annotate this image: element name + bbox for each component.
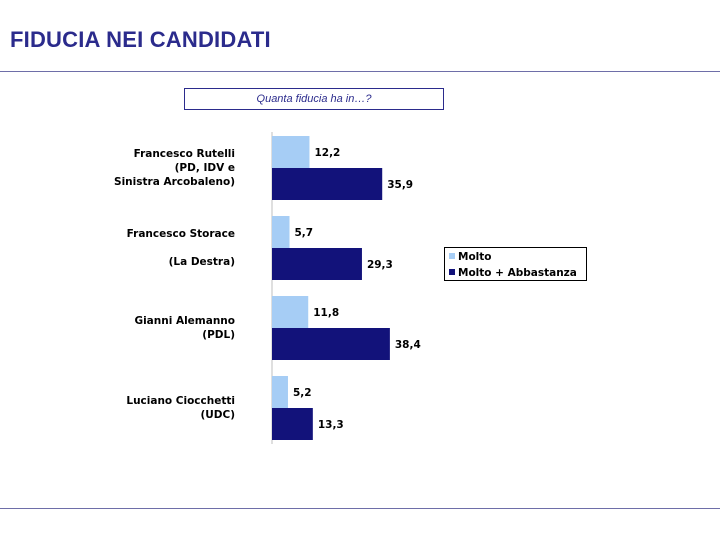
data-label: 29,3 (367, 259, 393, 271)
chart-legend: Molto Molto + Abbastanza (444, 247, 587, 281)
data-label: 12,2 (314, 147, 340, 159)
bar-molto (272, 216, 290, 248)
data-label: 5,2 (293, 387, 312, 399)
category-label: (PDL) (202, 329, 235, 341)
data-label: 11,8 (313, 307, 339, 319)
data-label: 5,7 (294, 227, 313, 239)
bar-molto-abbastanza (272, 168, 383, 200)
data-label: 13,3 (318, 419, 344, 431)
category-label: Gianni Alemanno (134, 315, 235, 327)
legend-label-molto: Molto (458, 251, 492, 263)
bar-molto-abbastanza (272, 248, 362, 280)
bottom-divider (0, 508, 720, 509)
category-label: Luciano Ciocchetti (126, 395, 235, 407)
bar-molto (272, 136, 310, 168)
category-label: (La Destra) (169, 256, 235, 268)
bar-molto (272, 296, 309, 328)
bar-molto (272, 376, 288, 408)
bar-molto-abbastanza (272, 328, 390, 360)
category-label: Francesco Storace (127, 228, 235, 240)
legend-item-molto: Molto (449, 250, 492, 264)
data-label: 35,9 (387, 179, 413, 191)
legend-swatch-molto-abbastanza (449, 269, 455, 275)
category-label: Sinistra Arcobaleno) (114, 176, 235, 188)
category-label: (PD, IDV e (175, 162, 235, 174)
data-label: 38,4 (395, 339, 421, 351)
legend-label-molto-abbastanza: Molto + Abbastanza (458, 267, 577, 279)
question-box: Quanta fiducia ha in…? (184, 88, 444, 110)
bar-molto-abbastanza (272, 408, 313, 440)
category-label: Francesco Rutelli (134, 148, 235, 160)
legend-swatch-molto (449, 253, 455, 259)
legend-item-molto-abbastanza: Molto + Abbastanza (449, 266, 577, 280)
page-title: FIDUCIA NEI CANDIDATI (10, 27, 271, 52)
top-divider (0, 71, 720, 72)
category-label: (UDC) (200, 409, 235, 421)
